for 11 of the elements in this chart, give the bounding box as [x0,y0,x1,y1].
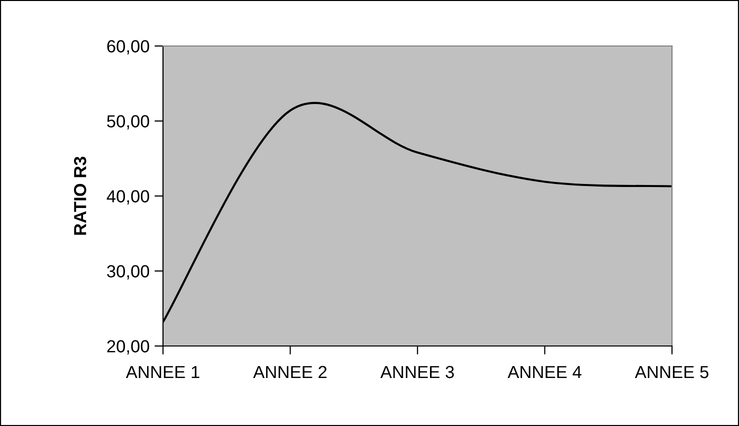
y-axis-title: RATIO R3 [74,156,86,235]
x-tick-label: ANNEE 5 [634,366,708,378]
x-tick-label: ANNEE 4 [508,366,582,378]
y-tick-label: 20,00 [107,340,150,355]
y-tick-label: 60,00 [107,40,150,55]
x-tick-label: ANNEE 1 [126,366,200,378]
x-tick-label: ANNEE 3 [380,366,454,378]
y-tick-label: 40,00 [106,190,150,205]
y-tick-label: 50,00 [107,115,150,130]
y-tick-label: 30,00 [107,265,150,280]
x-tick-label: ANNEE 2 [253,366,327,378]
